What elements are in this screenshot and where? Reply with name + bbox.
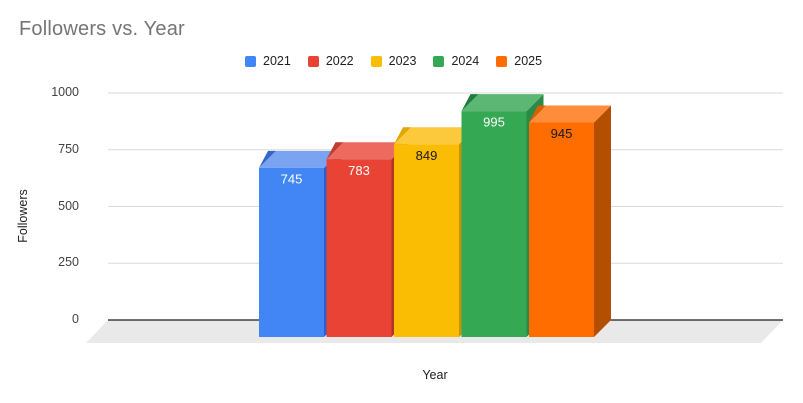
chart-title: Followers vs. Year — [19, 18, 185, 40]
bar-top-face — [259, 150, 341, 168]
bar-value-label: 783 — [348, 163, 370, 178]
legend-swatch-2023 — [370, 55, 382, 67]
bar-side-face — [594, 105, 611, 337]
bar-front-face — [394, 144, 459, 337]
bar-top-face — [529, 105, 611, 123]
legend-swatch-2021 — [245, 55, 256, 67]
legend-item-2021: 2021 — [245, 54, 291, 68]
y-tick-label: 1000 — [51, 85, 79, 99]
legend-item-2025: 2025 — [496, 54, 542, 68]
legend-item-2024: 2024 — [433, 54, 479, 68]
legend-swatch-2024 — [433, 55, 445, 67]
legend-label: 2021 — [263, 54, 291, 68]
bar-value-label: 745 — [281, 171, 303, 186]
bar-top-left-edge — [461, 94, 479, 112]
legend-swatch-2022 — [307, 55, 319, 67]
bar-front-face — [326, 159, 392, 337]
bar-value-label: 849 — [416, 148, 438, 163]
bar-value-label: 945 — [551, 126, 573, 141]
legend-swatch-2025 — [496, 55, 508, 67]
bar-top-left-edge — [394, 127, 411, 145]
legend-item-2022: 2022 — [307, 54, 354, 68]
bar-value-label: 995 — [483, 115, 505, 130]
bar-front-face — [529, 122, 594, 337]
bar-top-face — [394, 127, 476, 145]
legend-label: 2022 — [325, 54, 354, 68]
legend-item-2023: 2023 — [370, 54, 417, 68]
bar-top-left-edge — [326, 142, 344, 160]
bar-top-face — [461, 94, 544, 112]
bar-front-face — [259, 167, 324, 337]
legend: 2021 2022 2023 2024 2025 — [245, 54, 542, 68]
bar-2025[interactable]: 945 — [529, 105, 611, 337]
y-tick-label: 500 — [58, 199, 79, 213]
bar-top-face — [326, 142, 409, 160]
y-axis-ticks: 1000 750 500 250 0 — [36, 0, 79, 403]
legend-label: 2023 — [388, 54, 417, 68]
x-axis-title: Year — [422, 368, 448, 382]
y-tick-label: 0 — [72, 312, 79, 326]
y-tick-label: 750 — [58, 142, 79, 156]
legend-label: 2024 — [451, 54, 480, 68]
y-tick-label: 250 — [58, 255, 79, 269]
legend-label: 2025 — [514, 54, 543, 68]
bar-top-left-edge — [259, 150, 276, 168]
bar-front-face — [461, 111, 527, 337]
bar-top-left-edge — [529, 105, 546, 123]
